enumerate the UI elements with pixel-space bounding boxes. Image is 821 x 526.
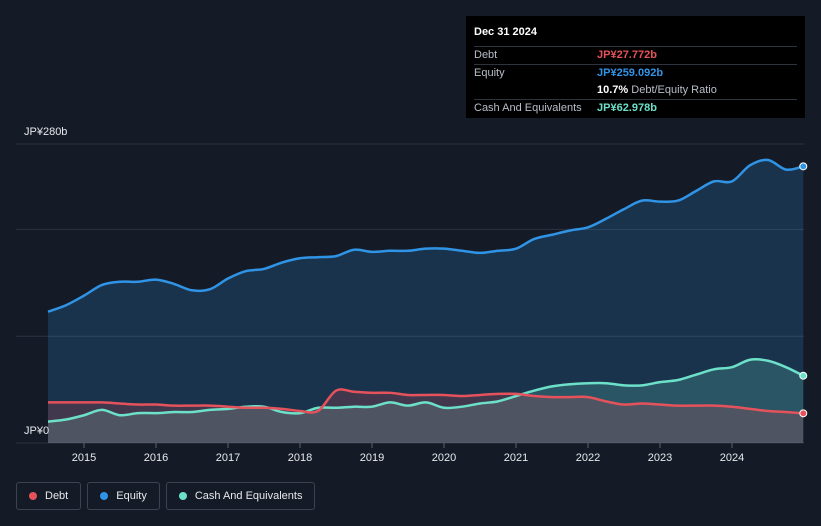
tooltip-row-ratio: 10.7% Debt/Equity Ratio xyxy=(474,82,797,99)
legend-item-cash[interactable]: Cash And Equivalents xyxy=(165,482,316,510)
x-tick-label-2020: 2020 xyxy=(432,452,456,464)
series-areas xyxy=(48,159,804,443)
legend-item-equity[interactable]: Equity xyxy=(87,482,160,510)
tooltip-cash-value: JP¥62.978b xyxy=(597,102,657,114)
tooltip-date: Dec 31 2024 xyxy=(474,26,537,38)
series-end-markers xyxy=(799,162,808,418)
grid-lines xyxy=(16,143,804,444)
end-marker-cash-and-equivalents xyxy=(799,371,808,380)
tooltip-cash-label: Cash And Equivalents xyxy=(474,102,582,114)
tooltip-ratio-label xyxy=(474,82,597,99)
tooltip-row-equity: Equity JP¥259.092b xyxy=(474,64,797,82)
x-tick-label-2022: 2022 xyxy=(576,452,600,464)
legend-label-cash: Cash And Equivalents xyxy=(194,490,303,502)
legend-dot-debt xyxy=(29,492,37,500)
x-tick-label-2018: 2018 xyxy=(288,452,312,464)
x-tick-label-2015: 2015 xyxy=(72,452,96,464)
tooltip-ratio-suffix-text: Debt/Equity Ratio xyxy=(631,84,717,96)
area-equity xyxy=(48,159,804,443)
chart-legend: Debt Equity Cash And Equivalents xyxy=(16,482,316,510)
line-equity xyxy=(47,158,804,313)
series-lines xyxy=(47,158,804,423)
x-axis-ticks: 2015 2016 2017 2018 2019 2020 2021 2022 2023 2024 xyxy=(72,443,744,464)
tooltip-ratio-suffix: Debt/Equity Ratio xyxy=(628,82,717,99)
tooltip-debt-value: JP¥27.772b xyxy=(597,49,657,61)
end-marker-debt xyxy=(799,409,808,418)
end-marker-equity xyxy=(799,162,808,171)
tooltip-equity-value: JP¥259.092b xyxy=(597,67,664,79)
x-tick-label-2021: 2021 xyxy=(504,452,528,464)
tooltip-row-cash: Cash And Equivalents JP¥62.978b xyxy=(474,99,797,117)
tooltip-equity-label: Equity xyxy=(474,67,505,79)
line-debt xyxy=(48,388,804,415)
y-axis-bottom-label: JP¥0 xyxy=(24,425,49,437)
area-cash-and-equivalents xyxy=(48,359,804,443)
x-tick-label-2023: 2023 xyxy=(648,452,672,464)
x-tick-label-2024: 2024 xyxy=(720,452,744,464)
legend-label-debt: Debt xyxy=(45,490,69,502)
tooltip-row-debt: Debt JP¥27.772b xyxy=(474,46,797,64)
line-cash-and-equivalents xyxy=(47,357,804,423)
legend-label-equity: Equity xyxy=(116,490,147,502)
tooltip-panel: Dec 31 2024 Debt JP¥27.772b Equity JP¥25… xyxy=(466,16,805,118)
tooltip-debt-label: Debt xyxy=(474,49,498,61)
area-debt xyxy=(48,389,804,443)
y-axis-top-label: JP¥280b xyxy=(24,126,67,138)
x-tick-label-2019: 2019 xyxy=(360,452,384,464)
tooltip-ratio-value: 10.7% xyxy=(597,84,629,96)
x-tick-label-2016: 2016 xyxy=(144,452,168,464)
x-tick-label-2017: 2017 xyxy=(216,452,240,464)
legend-dot-equity xyxy=(100,492,109,500)
legend-dot-cash xyxy=(178,492,187,500)
legend-item-debt[interactable]: Debt xyxy=(16,482,82,510)
